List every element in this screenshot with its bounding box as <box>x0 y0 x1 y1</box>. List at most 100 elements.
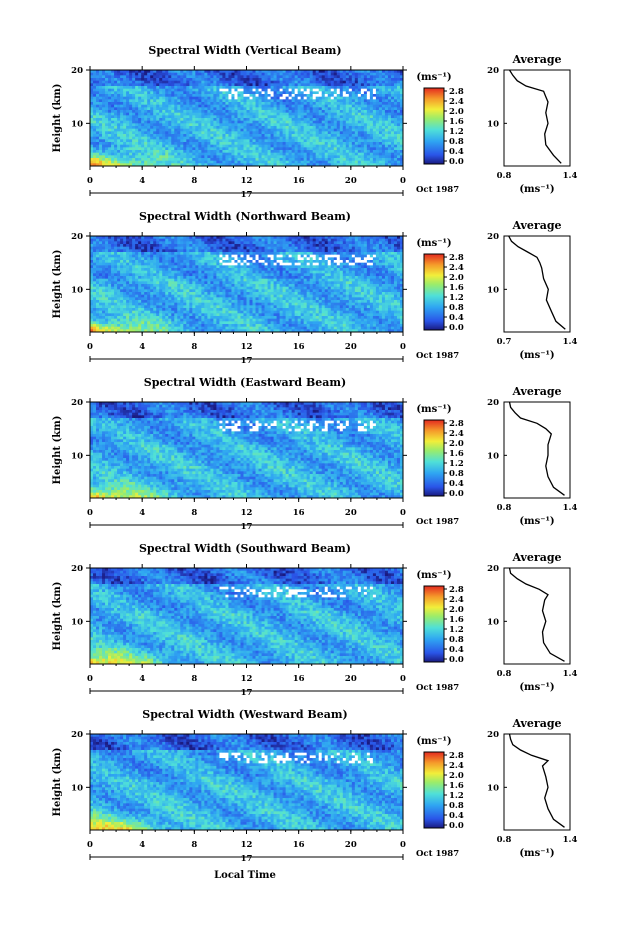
heatmap-cell <box>234 144 238 148</box>
heatmap-cell <box>351 134 356 138</box>
heatmap-cell <box>201 158 205 162</box>
x-tick-label: 16 <box>293 176 305 186</box>
heatmap-cell <box>246 128 250 132</box>
heatmap-cell <box>360 110 365 114</box>
heatmap-cell <box>117 72 121 76</box>
heatmap-cell <box>342 70 347 74</box>
heatmap-cell <box>144 236 148 240</box>
heatmap-cell <box>171 99 175 103</box>
heatmap-cell <box>153 254 157 258</box>
heatmap-cell <box>93 72 97 76</box>
heatmap-cell <box>258 152 262 156</box>
heatmap-cell <box>162 158 166 162</box>
heatmap-cell <box>312 139 317 143</box>
heatmap-cell <box>120 297 124 301</box>
heatmap-cell <box>102 305 106 309</box>
heatmap-cell <box>312 83 317 87</box>
heatmap-cell <box>171 286 175 290</box>
heatmap-cell <box>168 107 172 111</box>
heatmap-cell <box>267 136 271 140</box>
heatmap-cell <box>207 107 211 111</box>
heatmap-cell <box>192 99 196 103</box>
heatmap-cell <box>180 120 184 124</box>
heatmap-cell <box>249 88 253 92</box>
heatmap-cell <box>153 102 157 106</box>
heatmap-cell <box>177 139 181 143</box>
heatmap-cell <box>165 128 169 132</box>
heatmap-cell <box>156 78 160 82</box>
heatmap-cell <box>258 150 262 154</box>
heatmap-cell <box>90 110 94 114</box>
heatmap-cell <box>126 104 130 108</box>
heatmap-cell <box>327 91 332 95</box>
heatmap-cell <box>93 302 97 306</box>
heatmap-cell <box>342 152 347 156</box>
heatmap-cell <box>144 158 148 162</box>
heatmap-cell <box>297 160 302 164</box>
heatmap-cell <box>117 94 121 98</box>
heatmap-cell <box>162 142 166 146</box>
heatmap-cell <box>96 260 100 264</box>
heatmap-cell <box>183 75 187 79</box>
heatmap-cell <box>177 78 181 82</box>
heatmap-cell <box>120 78 124 82</box>
heatmap-cell <box>375 136 380 140</box>
heatmap-cell <box>111 273 115 277</box>
heatmap-cell <box>372 134 377 138</box>
heatmap-cell <box>129 104 133 108</box>
heatmap-cell <box>138 158 142 162</box>
heatmap-cell <box>90 270 94 274</box>
heatmap-cell <box>93 276 97 280</box>
heatmap-cell <box>132 316 136 320</box>
heatmap-cell <box>291 88 296 92</box>
heatmap-cell <box>255 115 259 119</box>
heatmap-cell <box>117 308 121 312</box>
heatmap-cell <box>150 144 154 148</box>
heatmap-cell <box>231 120 235 124</box>
heatmap-cell <box>207 160 211 164</box>
heatmap-cell <box>303 158 308 162</box>
heatmap-cell <box>138 286 142 290</box>
heatmap-cell <box>327 118 332 122</box>
heatmap-cell <box>183 286 187 290</box>
heatmap-cell <box>165 324 169 328</box>
heatmap-cell <box>144 268 148 272</box>
heatmap-cell <box>171 310 175 314</box>
heatmap-cell <box>354 142 359 146</box>
heatmap-cell <box>363 102 368 106</box>
heatmap-cell <box>270 134 274 138</box>
heatmap-cell <box>198 94 202 98</box>
heatmap-cell <box>171 278 175 282</box>
heatmap-cell <box>129 110 133 114</box>
heatmap-cell <box>315 147 320 151</box>
heatmap-cell <box>327 75 332 79</box>
heatmap-cell <box>117 302 121 306</box>
heatmap-cell <box>327 142 332 146</box>
heatmap-cell <box>276 131 281 135</box>
heatmap-cell <box>168 281 172 285</box>
heatmap-cell <box>291 107 296 111</box>
heatmap-cell <box>99 300 103 304</box>
heatmap-cell <box>111 265 115 269</box>
heatmap-cell <box>171 160 175 164</box>
heatmap-cell <box>132 120 136 124</box>
heatmap-cell <box>399 152 404 156</box>
heatmap-cell <box>114 262 118 266</box>
heatmap-cell <box>306 91 311 95</box>
heatmap-cell <box>117 329 121 333</box>
heatmap-cell <box>144 310 148 314</box>
heatmap-cell <box>210 112 214 116</box>
heatmap-cell <box>108 158 112 162</box>
month-label: Oct 1987 <box>416 185 459 195</box>
heatmap-cell <box>177 134 181 138</box>
heatmap-cell <box>309 91 314 95</box>
heatmap-cell <box>252 80 256 84</box>
heatmap-cell <box>105 104 109 108</box>
heatmap-cell <box>126 96 130 100</box>
heatmap-cell <box>228 102 232 106</box>
heatmap-cell <box>177 329 181 333</box>
heatmap-cell <box>162 136 166 140</box>
heatmap-cell <box>258 139 262 143</box>
heatmap-cell <box>135 91 139 95</box>
heatmap-cell <box>264 120 268 124</box>
